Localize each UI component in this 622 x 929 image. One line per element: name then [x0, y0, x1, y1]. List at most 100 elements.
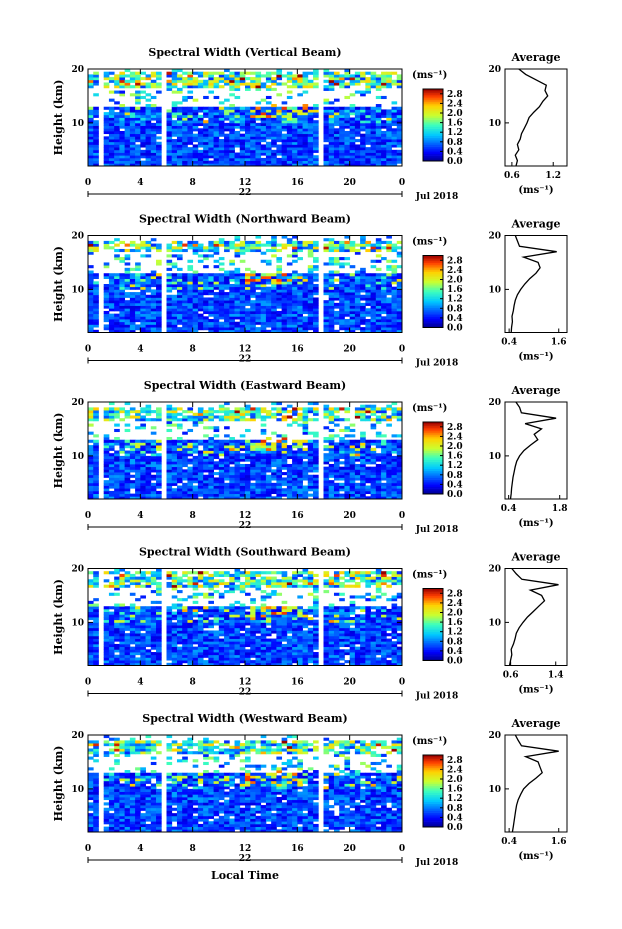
heatmap-cell: [93, 286, 99, 290]
heatmap-cell: [166, 319, 173, 323]
heatmap-cell: [88, 294, 94, 298]
heatmap-cell: [354, 251, 361, 255]
heatmap-cell: [108, 646, 115, 650]
heatmap-cell: [323, 160, 330, 164]
heatmap-cell: [386, 152, 392, 156]
heatmap-cell: [286, 410, 293, 414]
heatmap-cell: [156, 273, 162, 277]
heatmap-cell: [171, 480, 178, 484]
heatmap-cell: [260, 410, 267, 414]
heatmap-cell: [375, 453, 382, 457]
heatmap-cell: [135, 243, 141, 247]
heatmap-cell: [365, 415, 371, 419]
heatmap-cell: [197, 117, 204, 121]
heatmap-cell: [213, 308, 220, 312]
heatmap-cell: [250, 310, 256, 315]
heatmap-cell: [166, 87, 173, 91]
heatmap-cell: [271, 496, 277, 500]
heatmap-cell: [271, 289, 277, 293]
heatmap-cell: [391, 243, 398, 247]
heatmap-cell: [286, 324, 293, 328]
heatmap-cell: [135, 458, 141, 462]
heatmap-cell: [286, 445, 293, 449]
colorbar-swatch: [423, 132, 443, 135]
heatmap-cell: [166, 133, 173, 137]
heatmap-cell: [192, 286, 199, 290]
heatmap-cell: [333, 297, 340, 301]
colorbar-tick-label: 0.0: [447, 157, 463, 167]
heatmap-cell: [375, 275, 382, 280]
heatmap-cell: [260, 496, 267, 500]
heatmap-cell: [339, 310, 345, 315]
heatmap-cell: [323, 490, 330, 495]
heatmap-cell: [328, 257, 335, 261]
heatmap-cell: [276, 259, 283, 263]
heatmap-cell: [93, 581, 99, 586]
heatmap-cell: [271, 477, 277, 481]
heatmap-cell: [339, 240, 345, 244]
heatmap-cell: [339, 469, 345, 473]
average-y-tick-label: 10: [488, 452, 501, 462]
heatmap-cell: [281, 321, 288, 325]
heatmap-cell: [313, 450, 319, 454]
heatmap-cell: [297, 122, 303, 126]
heatmap-cell: [245, 275, 251, 280]
heatmap-cell: [281, 439, 288, 443]
heatmap-cell: [349, 104, 356, 108]
heatmap-cell: [365, 445, 371, 449]
heatmap-cell: [297, 141, 303, 145]
heatmap-cell: [260, 275, 267, 280]
heatmap-cell: [88, 496, 94, 500]
heatmap-cell: [307, 109, 314, 113]
heatmap-cell: [323, 455, 330, 459]
heatmap-cell: [213, 434, 220, 438]
heatmap-cell: [213, 85, 220, 89]
heatmap-cell: [286, 302, 293, 306]
heatmap-cell: [145, 112, 152, 116]
heatmap-cell: [213, 466, 220, 470]
heatmap-cell: [192, 79, 199, 83]
heatmap-cell: [119, 259, 126, 263]
heatmap-cell: [213, 141, 220, 145]
heatmap-cell: [391, 439, 398, 443]
heatmap-cell: [203, 130, 209, 135]
heatmap-cell: [292, 273, 298, 277]
heatmap-cell: [375, 87, 382, 91]
heatmap-cell: [108, 79, 115, 83]
heatmap-cell: [255, 442, 262, 446]
heatmap-cell: [213, 109, 220, 113]
heatmap-cell: [156, 82, 162, 86]
heatmap-cell: [349, 106, 356, 110]
heatmap-cell: [119, 439, 126, 443]
heatmap-cell: [265, 278, 272, 282]
heatmap-cell: [370, 157, 377, 162]
heatmap-cell: [135, 112, 141, 116]
heatmap-cell: [182, 149, 188, 153]
heatmap-cell: [265, 447, 272, 451]
heatmap-cell: [349, 488, 356, 492]
heatmap-cell: [255, 246, 262, 250]
heatmap-cell: [145, 106, 152, 110]
heatmap-cell: [114, 238, 120, 242]
heatmap-cell: [203, 319, 209, 323]
heatmap-cell: [271, 136, 277, 140]
colorbar-swatch: [423, 318, 443, 321]
heatmap-cell: [307, 117, 314, 121]
heatmap-cell: [333, 418, 340, 422]
heatmap-cell: [187, 106, 194, 110]
heatmap-cell: [103, 571, 110, 575]
heatmap-cell: [255, 496, 262, 500]
heatmap-cell: [381, 477, 387, 481]
heatmap-cell: [313, 128, 319, 132]
heatmap-cell: [156, 300, 162, 304]
heatmap-cell: [114, 257, 120, 261]
heatmap-cell: [245, 71, 251, 75]
heatmap-cell: [176, 477, 183, 481]
heatmap-cell: [271, 238, 277, 242]
heatmap-cell: [396, 141, 403, 145]
heatmap-cell: [297, 240, 303, 244]
heatmap-cell: [135, 450, 141, 454]
heatmap-cell: [203, 458, 209, 462]
heatmap-cell: [381, 240, 387, 244]
heatmap-cell: [88, 319, 94, 323]
